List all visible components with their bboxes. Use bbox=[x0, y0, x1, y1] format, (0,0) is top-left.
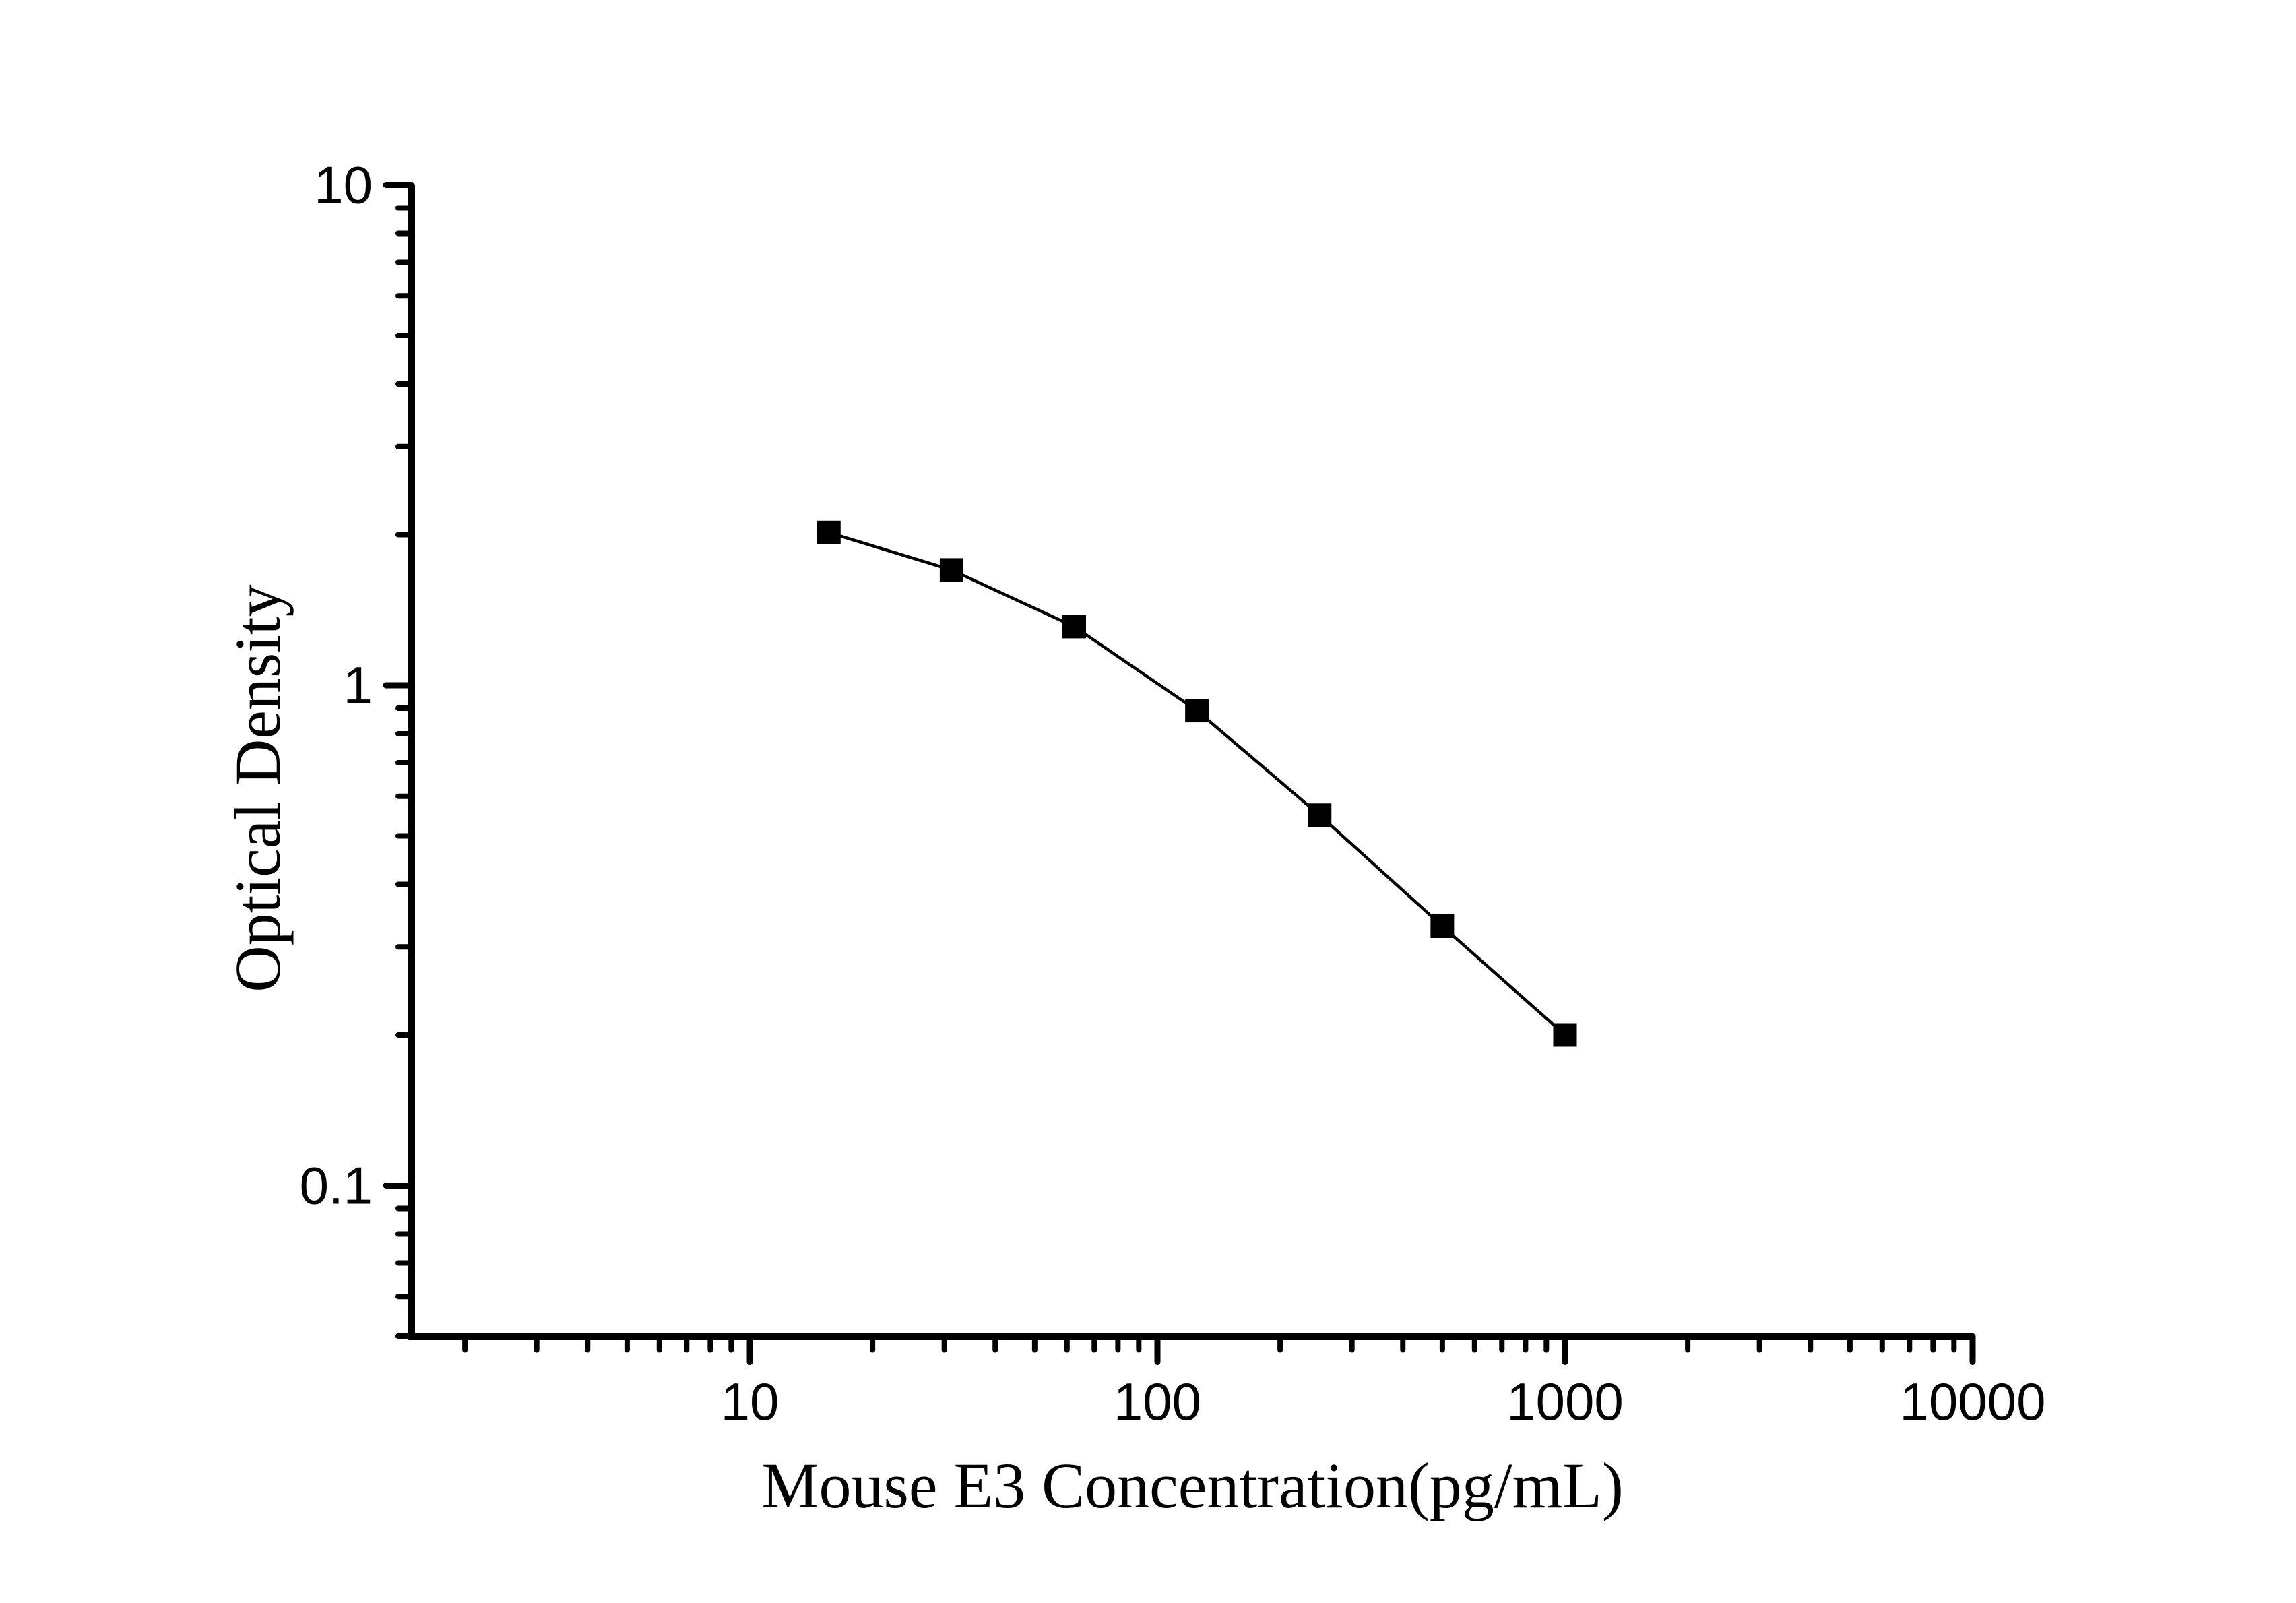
y-tick-label: 1 bbox=[344, 656, 373, 715]
data-point-marker bbox=[1062, 615, 1087, 639]
axes-line bbox=[408, 185, 1973, 1340]
y-axis-title: Optical Density bbox=[222, 584, 294, 993]
x-tick-label: 10000 bbox=[1900, 1372, 2046, 1431]
data-point-marker bbox=[1430, 914, 1455, 939]
data-point-marker bbox=[1308, 803, 1332, 827]
y-tick-label: 0.1 bbox=[300, 1156, 373, 1216]
data-point-marker bbox=[1553, 1023, 1577, 1047]
series-line bbox=[828, 531, 1566, 1036]
data-point-marker bbox=[817, 520, 841, 544]
x-tick-label: 100 bbox=[1114, 1372, 1201, 1431]
x-axis-title: Mouse E3 Concentration(pg/mL) bbox=[761, 1449, 1624, 1521]
x-tick-label: 10 bbox=[721, 1372, 779, 1431]
data-point-marker bbox=[1185, 699, 1209, 723]
y-tick-label: 10 bbox=[314, 156, 373, 215]
x-tick-label: 1000 bbox=[1506, 1372, 1624, 1431]
data-point-marker bbox=[939, 558, 963, 582]
